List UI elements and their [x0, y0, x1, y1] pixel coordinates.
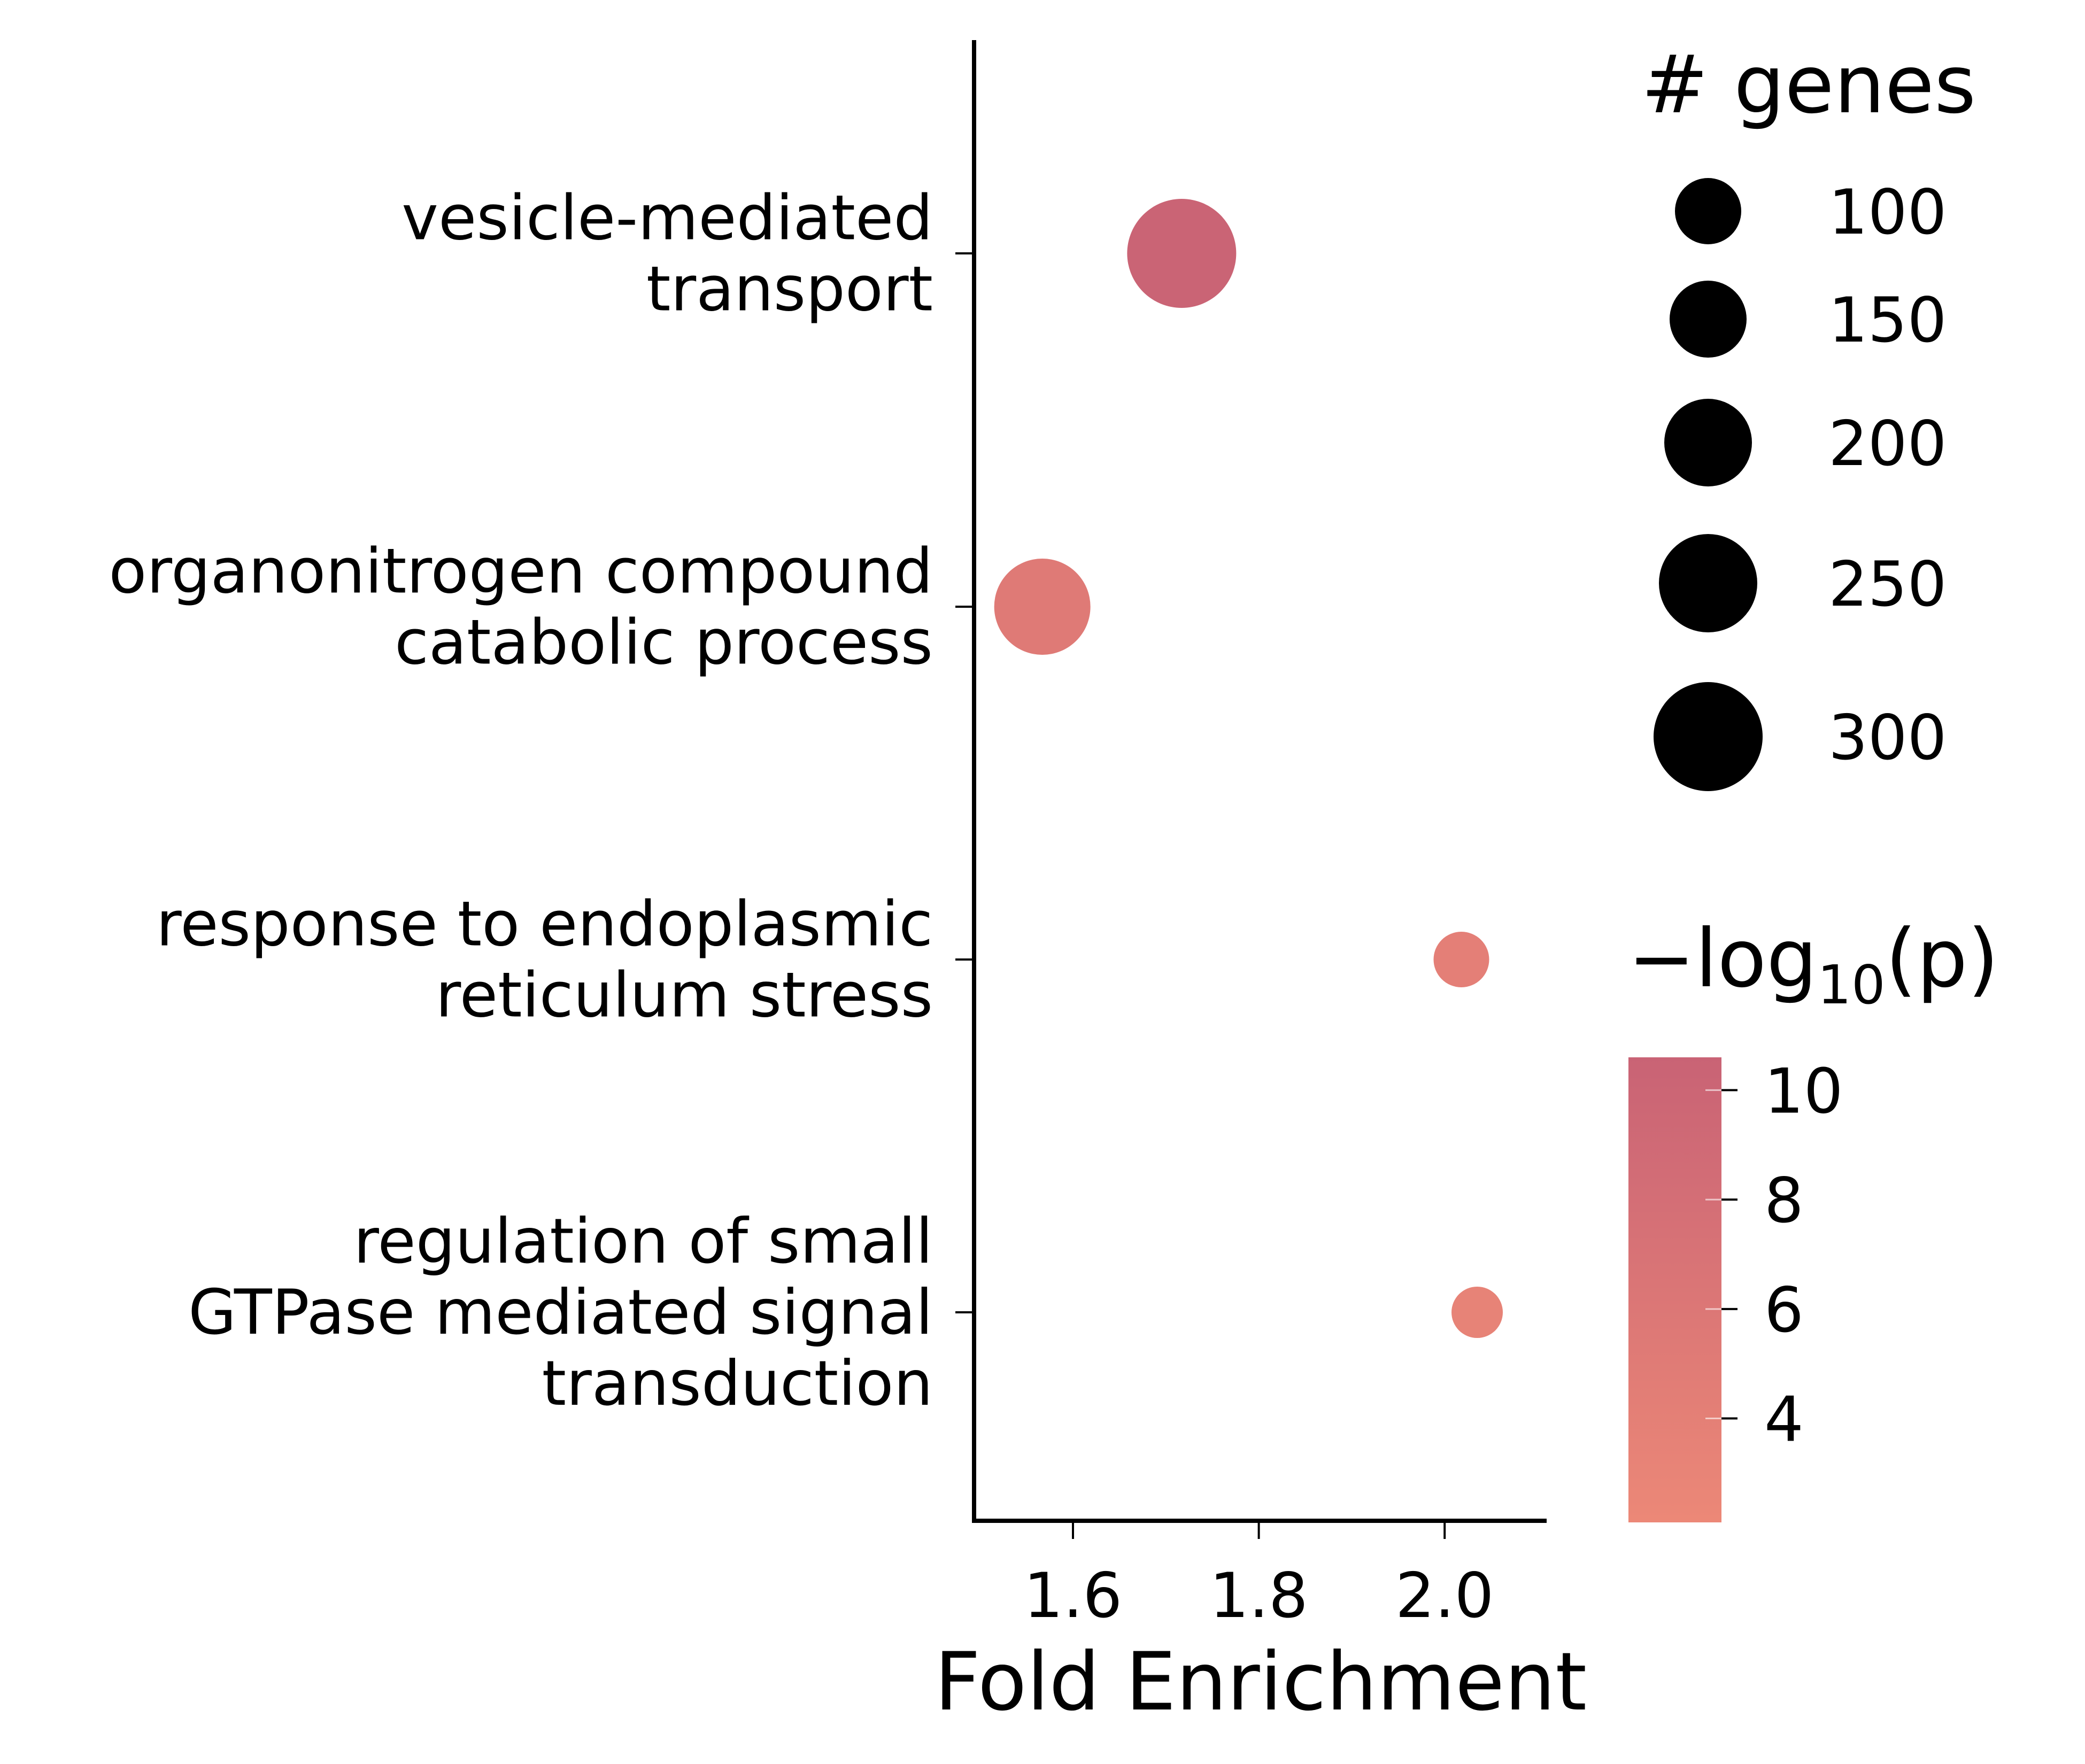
- colorbar: [1628, 1057, 1721, 1522]
- data-point: [1127, 199, 1237, 308]
- size-legend-marker: [1654, 682, 1763, 791]
- size-legend: # genes 100 150 200 250 300: [1641, 38, 1976, 791]
- plot-area: vesicle-mediated transport organonitrogen …: [109, 40, 1587, 1729]
- colorbar-title: −log10(p): [1628, 912, 1999, 1016]
- category-label-line: reticulum stress: [436, 960, 933, 1032]
- x-tick-label: 2.0: [1395, 1560, 1494, 1632]
- size-legend-label: 150: [1828, 284, 1947, 357]
- category-label-line: transduction: [542, 1348, 933, 1420]
- data-point: [994, 559, 1091, 655]
- colorbar-tick-label: 6: [1764, 1274, 1804, 1347]
- category-label: regulation of small GTPase mediated signa…: [188, 1205, 933, 1420]
- x-axis-title: Fold Enrichment: [935, 1636, 1587, 1729]
- size-legend-marker: [1670, 281, 1747, 358]
- category-label: response to endoplasmic reticulum stress: [156, 888, 933, 1032]
- x-axis-ticks: 1.6 1.8 2.0: [1024, 1521, 1494, 1632]
- category-label: organonitrogen compound catabolic process: [109, 536, 933, 679]
- category-label-line: GTPase mediated signal: [188, 1276, 933, 1349]
- category-label-line: vesicle-mediated: [401, 182, 933, 254]
- category-label-line: catabolic process: [395, 607, 933, 679]
- size-legend-marker: [1659, 534, 1757, 632]
- size-legend-marker: [1664, 399, 1752, 486]
- category-label-line: response to endoplasmic: [156, 888, 933, 961]
- size-legend-title: # genes: [1641, 38, 1976, 131]
- x-tick-label: 1.8: [1209, 1560, 1308, 1632]
- size-legend-label: 300: [1828, 702, 1947, 774]
- colorbar-title-subscript: 10: [1817, 954, 1885, 1016]
- colorbar-title-main: −log: [1628, 912, 1817, 1005]
- colorbar-tick-label: 4: [1764, 1384, 1804, 1456]
- category-label: vesicle-mediated transport: [401, 182, 933, 326]
- size-legend-label: 100: [1828, 176, 1947, 249]
- x-tick-label: 1.6: [1024, 1560, 1122, 1632]
- data-point: [1433, 932, 1489, 987]
- y-axis-ticks: vesicle-mediated transport organonitrogen …: [109, 182, 974, 1420]
- size-legend-label: 200: [1828, 408, 1947, 480]
- size-legend-marker: [1675, 178, 1741, 244]
- category-label-line: regulation of small: [353, 1205, 933, 1278]
- category-label-line: organonitrogen compound: [109, 536, 933, 608]
- colorbar-tick-label: 10: [1764, 1055, 1843, 1127]
- size-legend-label: 250: [1828, 548, 1947, 621]
- colorbar-tick-label: 8: [1764, 1165, 1804, 1237]
- data-points: [994, 199, 1503, 1338]
- colorbar-title-tail: (p): [1886, 912, 1999, 1005]
- category-label-line: transport: [646, 253, 933, 326]
- data-point: [1451, 1287, 1503, 1338]
- colorbar-ticks: 10 8 6 4: [1705, 1055, 1843, 1456]
